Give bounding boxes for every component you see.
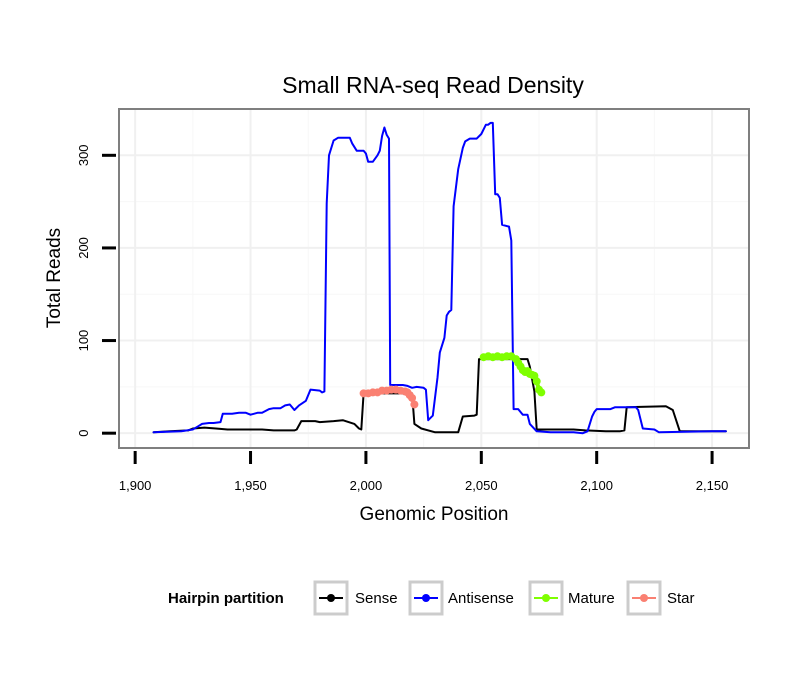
x-tick-label: 2,050 [465, 478, 498, 493]
series-sense [152, 358, 727, 434]
series-mature [479, 352, 546, 397]
data-point [408, 393, 417, 402]
chart-title: Small RNA-seq Read Density [282, 72, 584, 98]
data-point [410, 400, 419, 409]
data-point [532, 377, 541, 386]
legend-key-antisense [408, 580, 444, 616]
legend-label-star: Star [667, 590, 695, 607]
series-line-sense [152, 358, 727, 434]
legend-label-sense: Sense [355, 590, 398, 607]
y-axis: 0 100 200 300 [76, 144, 116, 437]
plot-panel [118, 108, 750, 449]
legend-key-star [626, 580, 662, 616]
x-tick-label: 2,000 [350, 478, 383, 493]
y-tick-label: 0 [76, 430, 91, 437]
legend-key-dot [542, 594, 550, 602]
data-point [537, 388, 546, 397]
x-axis-title: Genomic Position [360, 504, 509, 525]
legend-key-dot [327, 594, 335, 602]
legend-title: Hairpin partition [168, 590, 284, 607]
series-line-antisense [152, 121, 727, 435]
legend-key-dot [640, 594, 648, 602]
legend-label-antisense: Antisense [448, 590, 514, 607]
x-tick-label: 1,950 [234, 478, 267, 493]
x-tick-label: 2,150 [696, 478, 729, 493]
series-star [359, 385, 419, 409]
legend-label-mature: Mature [568, 590, 615, 607]
plot-border [118, 108, 750, 449]
legend-key-mature [528, 580, 564, 616]
legend-key-dot [422, 594, 430, 602]
y-tick-label: 300 [76, 144, 91, 166]
legend-key-sense [313, 580, 349, 616]
legend: Hairpin partition Sense Antisense Mature St… [168, 580, 695, 616]
x-tick-label: 1,900 [119, 478, 152, 493]
x-axis: 1,900 1,950 2,000 2,050 2,100 2,150 [119, 451, 728, 493]
y-tick-label: 100 [76, 330, 91, 352]
series-layer [152, 121, 727, 435]
plot-background [119, 109, 749, 448]
series-antisense [152, 121, 727, 435]
y-axis-title: Total Reads [44, 228, 65, 328]
y-tick-label: 200 [76, 237, 91, 259]
x-tick-label: 2,100 [580, 478, 613, 493]
